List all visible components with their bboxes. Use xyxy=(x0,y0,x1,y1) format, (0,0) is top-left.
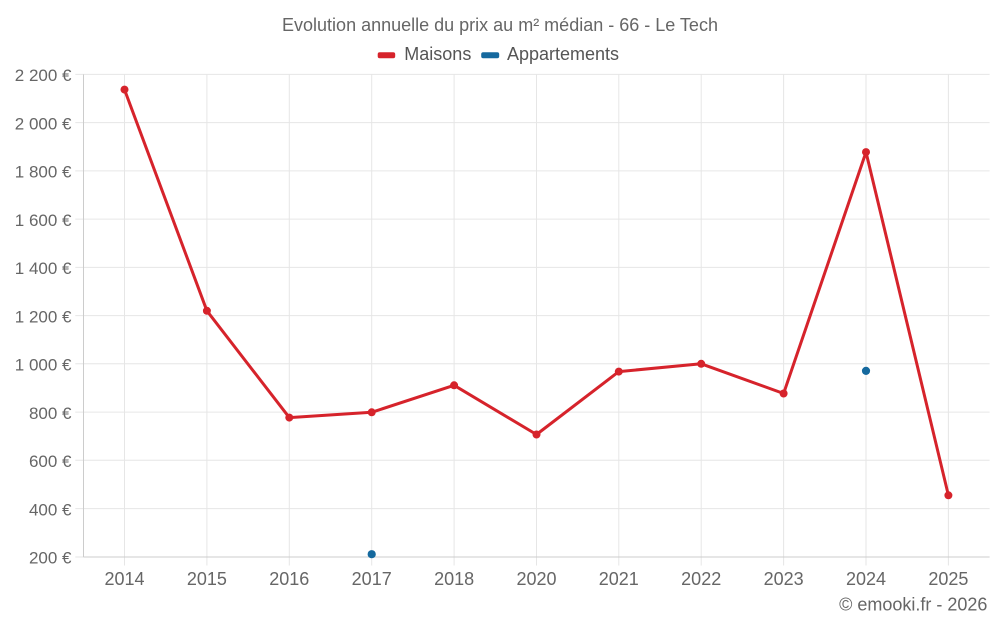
svg-text:2017: 2017 xyxy=(352,569,392,589)
svg-text:2 000 €: 2 000 € xyxy=(15,114,72,133)
svg-text:2023: 2023 xyxy=(764,569,804,589)
svg-text:400 €: 400 € xyxy=(29,500,72,519)
svg-text:1 800 €: 1 800 € xyxy=(15,163,72,182)
svg-text:1 400 €: 1 400 € xyxy=(15,259,72,278)
svg-text:Evolution annuelle du prix au: Evolution annuelle du prix au m² médian … xyxy=(282,15,718,35)
svg-text:2014: 2014 xyxy=(104,569,144,589)
svg-text:1 000 €: 1 000 € xyxy=(15,356,72,375)
svg-text:1 600 €: 1 600 € xyxy=(15,211,72,230)
svg-text:2020: 2020 xyxy=(516,569,556,589)
svg-text:2016: 2016 xyxy=(269,569,309,589)
svg-text:Appartements: Appartements xyxy=(507,44,619,64)
svg-text:2024: 2024 xyxy=(846,569,886,589)
svg-text:2 200 €: 2 200 € xyxy=(15,66,72,85)
svg-text:Maisons: Maisons xyxy=(404,44,471,64)
svg-text:2022: 2022 xyxy=(681,569,721,589)
svg-text:200 €: 200 € xyxy=(29,549,72,568)
svg-text:2018: 2018 xyxy=(434,569,474,589)
svg-text:2025: 2025 xyxy=(928,569,968,589)
svg-text:800 €: 800 € xyxy=(29,404,72,423)
svg-text:1 200 €: 1 200 € xyxy=(15,307,72,326)
svg-text:600 €: 600 € xyxy=(29,452,72,471)
svg-text:2015: 2015 xyxy=(187,569,227,589)
svg-text:© emooki.fr - 2026: © emooki.fr - 2026 xyxy=(839,594,987,614)
svg-text:2021: 2021 xyxy=(599,569,639,589)
